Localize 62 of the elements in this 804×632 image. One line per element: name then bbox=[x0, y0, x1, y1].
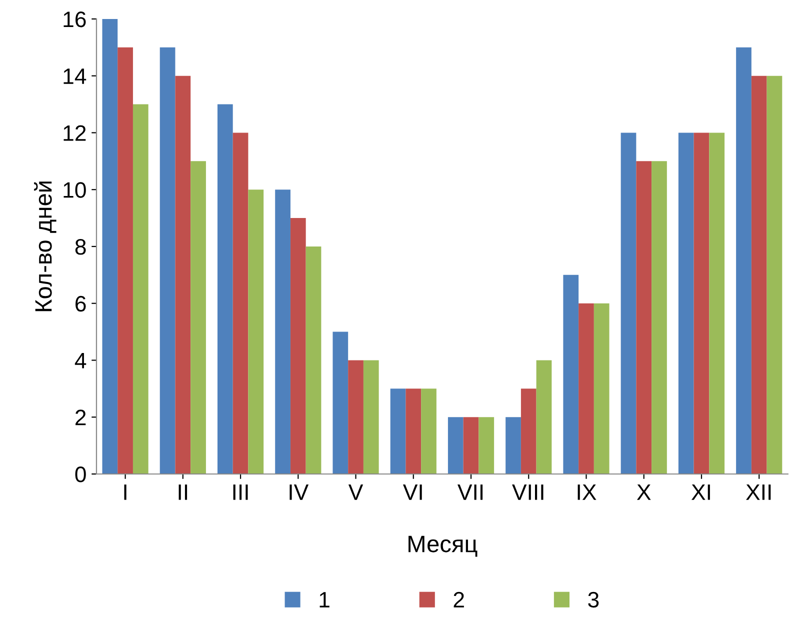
y-tick-label: 10 bbox=[64, 182, 86, 198]
x-tick-label: V bbox=[348, 484, 364, 500]
bar bbox=[421, 388, 436, 474]
bar bbox=[275, 190, 290, 474]
bar bbox=[620, 132, 636, 474]
y-tick-label: 14 bbox=[64, 68, 86, 84]
y-tick-label: 4 bbox=[74, 353, 86, 368]
bar bbox=[118, 47, 133, 474]
x-tick-label: II bbox=[178, 484, 188, 500]
legend-label: 1 bbox=[320, 592, 330, 608]
bar bbox=[563, 274, 579, 474]
x-tick-label: XI bbox=[691, 484, 710, 500]
y-axis-title: Кол-во дней bbox=[34, 182, 56, 312]
bar bbox=[332, 332, 348, 474]
x-tick-label: VII bbox=[458, 484, 483, 500]
legend-label: 3 bbox=[588, 592, 599, 608]
x-tick-label: X bbox=[636, 484, 651, 500]
bar bbox=[175, 76, 191, 474]
bar bbox=[520, 388, 536, 474]
x-tick-label: III bbox=[233, 484, 248, 500]
bar bbox=[478, 417, 494, 474]
x-tick-label: IX bbox=[578, 484, 596, 500]
y-tick-label: 6 bbox=[76, 296, 86, 312]
bar bbox=[751, 76, 767, 474]
y-tick-label: 2 bbox=[76, 410, 86, 426]
x-tick-label: XII bbox=[746, 484, 771, 500]
bar bbox=[578, 303, 594, 474]
bar bbox=[306, 246, 322, 474]
bar bbox=[736, 47, 752, 474]
bar bbox=[506, 417, 521, 474]
bar bbox=[160, 47, 176, 474]
y-tick-label: 16 bbox=[64, 11, 86, 28]
bar bbox=[102, 18, 118, 474]
bar bbox=[678, 132, 694, 474]
y-tick-label: 0 bbox=[75, 466, 86, 482]
bar bbox=[248, 190, 264, 474]
bar bbox=[594, 303, 610, 474]
bar bbox=[406, 388, 422, 474]
bar bbox=[132, 104, 148, 474]
bar bbox=[463, 417, 479, 474]
bar bbox=[536, 360, 552, 474]
bar bbox=[217, 104, 233, 474]
x-tick-label: IV bbox=[290, 484, 309, 500]
bar bbox=[448, 417, 464, 474]
bar bbox=[709, 132, 725, 474]
y-tick-label: 12 bbox=[64, 125, 86, 141]
bar bbox=[694, 132, 710, 474]
bar bbox=[190, 161, 206, 474]
bar bbox=[636, 161, 652, 474]
legend-label: 2 bbox=[454, 592, 464, 608]
bar bbox=[348, 360, 364, 474]
bar bbox=[232, 132, 248, 474]
x-axis-title: Месяц bbox=[408, 536, 478, 557]
x-tick-label: VI bbox=[402, 484, 422, 500]
bar bbox=[290, 218, 306, 474]
x-tick-label: I bbox=[124, 484, 126, 500]
bar bbox=[390, 388, 406, 474]
bar bbox=[652, 161, 667, 474]
bar bbox=[363, 360, 379, 474]
bar bbox=[766, 76, 782, 474]
x-tick-label: VIII bbox=[512, 484, 544, 500]
y-tick-label: 8 bbox=[75, 239, 86, 255]
